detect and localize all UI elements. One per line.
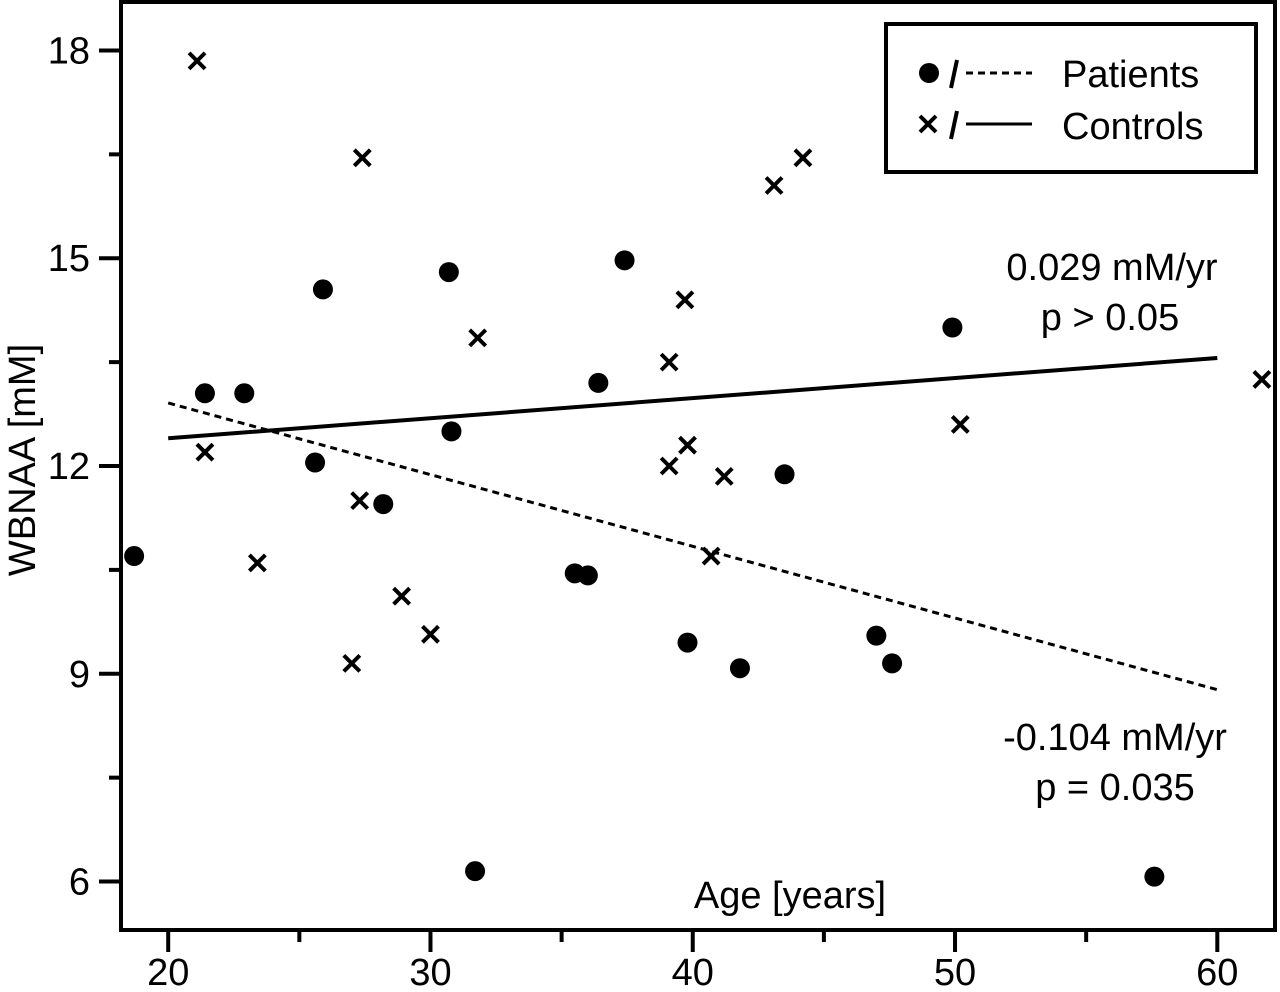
patient-point (305, 452, 326, 473)
control-point-stroke (793, 148, 813, 168)
x-tick-label: 50 (934, 952, 976, 992)
legend-slash (949, 59, 959, 89)
control-point-stroke (659, 352, 679, 372)
control-point (714, 466, 734, 486)
control-point (187, 51, 207, 71)
legend: Patients Controls (884, 22, 1258, 174)
control-point (352, 148, 372, 168)
control-point-stroke (764, 176, 784, 195)
legend-slash (949, 110, 959, 140)
y-tick-label: 15 (48, 238, 90, 280)
control-point (342, 653, 362, 673)
control-point-stroke (468, 328, 488, 348)
annotations: 0.029 mM/yr p > 0.05 -0.104 mM/yr p = 0.… (1003, 247, 1227, 809)
legend-entry-controls: Controls (918, 106, 1204, 148)
control-point (247, 553, 267, 573)
legend-label-controls: Controls (1062, 106, 1204, 148)
patient-point (942, 317, 963, 338)
legend-entry-patients: Patients (919, 54, 1199, 96)
patient-point (194, 383, 215, 404)
control-point (659, 352, 679, 372)
plot-area (119, 0, 1277, 932)
control-point (1252, 370, 1272, 389)
control-point (392, 586, 412, 606)
data-markers (124, 51, 1272, 887)
y-tick-label: 9 (69, 654, 90, 696)
patient-point (677, 632, 698, 653)
control-point-stroke (195, 442, 215, 462)
x-tick-label: 30 (409, 952, 451, 992)
annotation-patients-p: p = 0.035 (1035, 767, 1195, 809)
control-point (701, 546, 721, 566)
annotation-patients-slope: -0.104 mM/yr (1003, 717, 1227, 759)
y-tick-label: 18 (48, 30, 90, 72)
x-tick-label: 20 (147, 952, 189, 992)
control-point-stroke (1252, 370, 1272, 389)
control-point (678, 435, 697, 455)
patient-point (774, 464, 795, 485)
patient-point (614, 250, 635, 271)
x-axis: 20 30 40 50 60 (147, 930, 1238, 992)
patient-point (373, 494, 394, 515)
control-point (659, 456, 679, 476)
x-tick-label: 60 (1196, 952, 1238, 992)
patient-point (577, 565, 598, 586)
control-point (195, 442, 215, 462)
patient-point (588, 372, 609, 393)
patient-point (1144, 866, 1165, 887)
legend-box (884, 22, 1258, 174)
control-point-stroke (701, 546, 721, 566)
control-point (468, 328, 488, 348)
control-point (350, 491, 370, 511)
control-point-stroke (675, 290, 695, 310)
y-axis: 6 9 12 15 18 (48, 30, 121, 904)
annotation-controls-slope: 0.029 mM/yr (1006, 247, 1218, 289)
legend-label-patients: Patients (1062, 54, 1199, 96)
fit-lines (167, 355, 1218, 692)
patient-point (124, 546, 145, 567)
legend-x-marker (918, 114, 938, 134)
patient-point (465, 861, 486, 882)
patients-fit-line (167, 401, 1218, 692)
control-point-stroke (247, 553, 267, 573)
control-point-stroke (678, 435, 697, 455)
patient-point (438, 262, 459, 283)
controls-fit-line (168, 355, 1218, 441)
y-tick-label: 12 (48, 446, 90, 488)
legend-circle-marker (919, 63, 939, 83)
x-axis-title: Age [years] (694, 875, 886, 917)
control-point-stroke (350, 491, 370, 511)
control-point (675, 290, 695, 310)
control-point-stroke (352, 148, 372, 168)
patient-point (866, 625, 887, 646)
control-point-stroke (392, 586, 412, 606)
x-tick-label: 40 (672, 952, 714, 992)
y-tick-label: 6 (69, 862, 90, 904)
patient-point (882, 653, 903, 674)
y-axis-title: WBNAA [mM] (2, 344, 44, 576)
control-point-stroke (187, 51, 207, 71)
control-point (764, 176, 784, 195)
annotation-controls-p: p > 0.05 (1041, 297, 1179, 339)
control-point-stroke (421, 624, 440, 644)
control-point-stroke (714, 466, 734, 486)
control-point (950, 415, 970, 434)
control-point (793, 148, 813, 168)
patient-point (312, 279, 333, 300)
control-point (421, 624, 440, 644)
patient-point (729, 658, 750, 679)
patient-point (234, 383, 255, 404)
patient-point (441, 421, 462, 442)
control-point-stroke (950, 415, 970, 434)
control-point-stroke (342, 653, 362, 673)
control-point-stroke (659, 456, 679, 476)
